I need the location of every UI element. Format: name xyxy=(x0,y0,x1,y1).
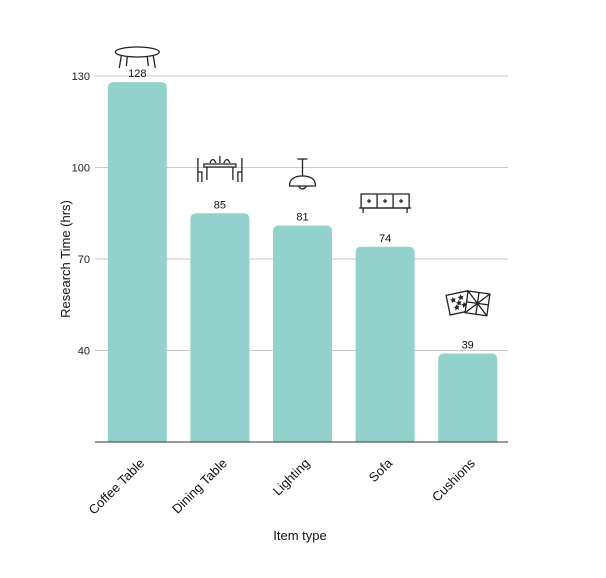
sofa-icon xyxy=(359,194,411,213)
value-labels: 128 85 81 74 39 xyxy=(128,68,474,351)
dining-table-icon xyxy=(198,156,242,182)
coffee-table-icon xyxy=(115,47,159,68)
value-label: 74 xyxy=(379,233,391,245)
bar-sofa xyxy=(355,246,415,442)
bar-lighting xyxy=(273,225,332,442)
y-axis-title: Research Time (hrs) xyxy=(58,200,73,318)
bars-group xyxy=(107,82,498,442)
value-label: 39 xyxy=(462,340,474,352)
bar-coffee-table xyxy=(107,82,167,442)
y-tick-label: 40 xyxy=(78,346,90,358)
x-axis-title: Item type xyxy=(273,528,326,543)
cushions-icon xyxy=(446,291,490,316)
category-labels: Coffee Table Dining Table Lighting Sofa Cush… xyxy=(86,455,479,517)
y-tick-label: 70 xyxy=(78,254,90,266)
y-ticks: 40 70 100 130 xyxy=(72,71,90,358)
y-tick-label: 130 xyxy=(72,71,90,83)
category-label: Dining Table xyxy=(169,456,230,517)
bar-cushions xyxy=(438,353,498,442)
category-label: Sofa xyxy=(366,455,396,485)
category-label: Cushions xyxy=(429,455,478,504)
y-tick-label: 100 xyxy=(72,163,90,175)
value-label: 81 xyxy=(296,211,308,223)
value-label: 128 xyxy=(128,68,146,80)
bar-dining-table xyxy=(190,213,250,442)
category-label: Coffee Table xyxy=(86,456,148,518)
value-label: 85 xyxy=(214,199,226,211)
icons-group xyxy=(115,47,490,316)
category-label: Lighting xyxy=(270,456,313,499)
lighting-icon xyxy=(290,159,316,189)
